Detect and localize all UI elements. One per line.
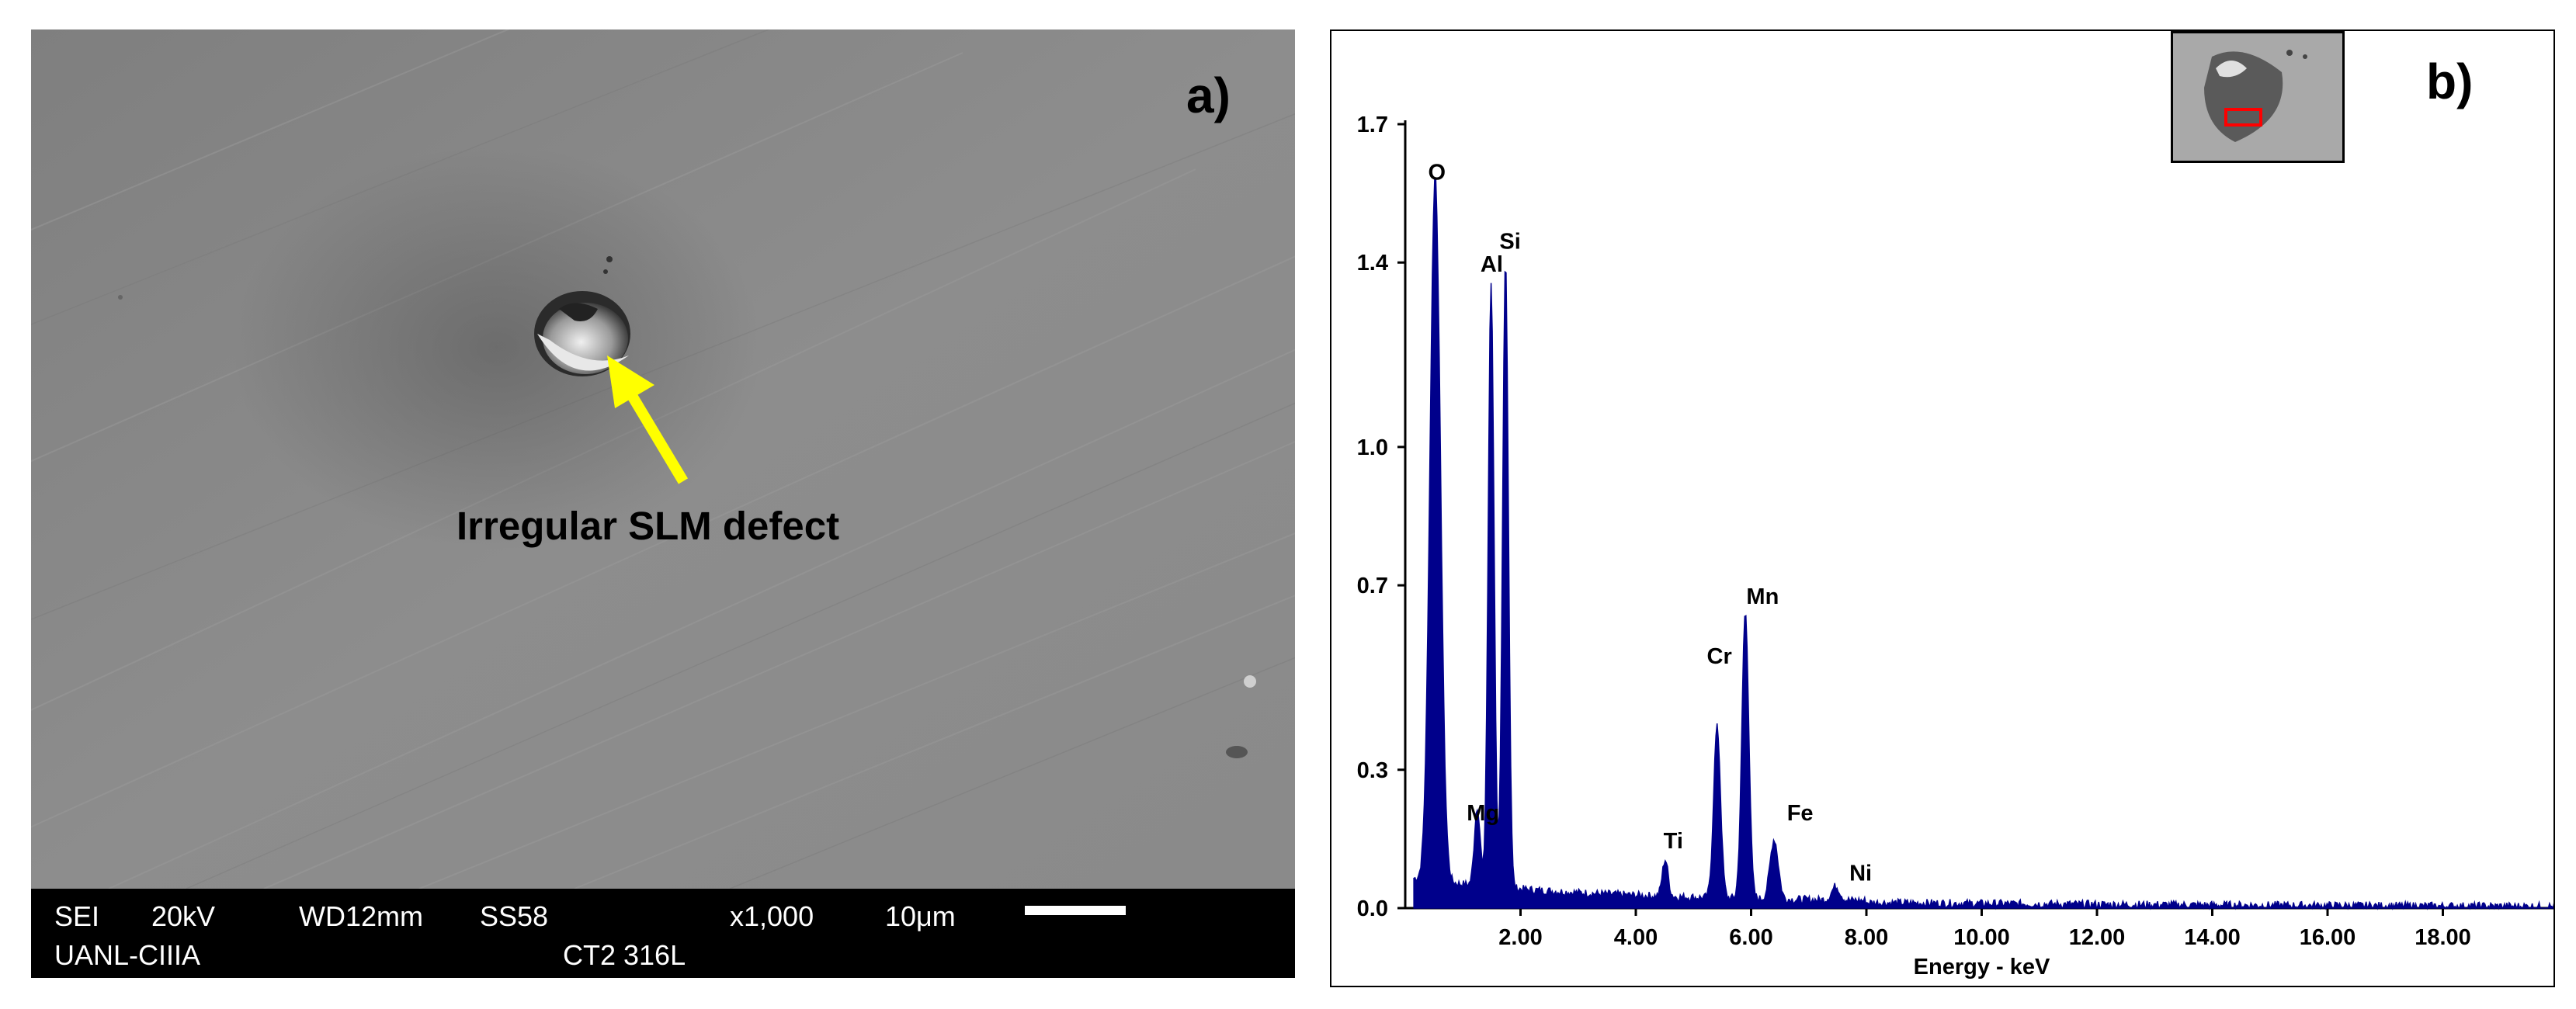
- defect-arrow: [607, 355, 689, 484]
- spectrum-trace: [1413, 178, 2553, 910]
- x-tick-label: 2.00: [1498, 925, 1542, 950]
- sem-micrograph-image: [31, 29, 1295, 889]
- peak-label-ti: Ti: [1664, 829, 1683, 854]
- scale-bar: [1025, 906, 1126, 915]
- peak-label-fe: Fe: [1787, 801, 1814, 826]
- eds-spectrum-chart: 0.0 0.3 0.7 1.0 1.4 1.7 2.00 4.00 6.00 8.00 10.00…: [1357, 113, 2553, 980]
- panel-a-label: a): [1186, 68, 1231, 123]
- scale-value: 10μm: [885, 900, 956, 932]
- peak-label-ni: Ni: [1849, 861, 1872, 886]
- x-tick-label: 12.00: [2069, 925, 2126, 950]
- accelerating-voltage: 20kV: [151, 900, 216, 932]
- sem-info-bar: SEI 20kV WD12mm SS58 x1,000 10μm UANL-CI…: [31, 889, 1295, 978]
- peak-label-mn: Mn: [1746, 584, 1779, 609]
- y-axis-ticks: 0.0 0.3 0.7 1.0 1.4 1.7: [1357, 113, 1405, 921]
- peak-label-si: Si: [1499, 229, 1520, 254]
- selection-box: [2224, 108, 2262, 127]
- institution: UANL-CIIIA: [54, 939, 201, 971]
- x-tick-label: 6.00: [1729, 925, 1772, 950]
- y-tick-label: 0.3: [1357, 758, 1388, 783]
- y-tick-label: 1.7: [1357, 113, 1388, 137]
- y-tick-label: 1.0: [1357, 435, 1388, 460]
- y-tick-label: 0.0: [1357, 896, 1388, 921]
- defect-annotation: Irregular SLM defect: [457, 504, 840, 548]
- analysis-region-inset: [2171, 31, 2345, 163]
- y-tick-label: 0.7: [1357, 574, 1388, 598]
- peak-label-cr: Cr: [1707, 644, 1732, 669]
- x-axis-ticks: 2.00 4.00 6.00 8.00 10.00 12.00 14.00 16.00 18.0…: [1498, 908, 2471, 950]
- y-tick-label: 1.4: [1357, 251, 1388, 276]
- x-axis-title: Energy - keV: [1914, 955, 2050, 980]
- x-tick-label: 8.00: [1845, 925, 1888, 950]
- x-tick-label: 4.00: [1614, 925, 1658, 950]
- sample-name: CT2 316L: [563, 939, 686, 971]
- x-tick-label: 14.00: [2184, 925, 2241, 950]
- peak-label-mg: Mg: [1467, 801, 1499, 826]
- working-distance: WD12mm: [299, 900, 423, 932]
- spot-size: SS58: [480, 900, 549, 932]
- peak-label-o: O: [1429, 160, 1446, 185]
- panel-b-label: b): [2426, 54, 2474, 109]
- peak-label-al: Al: [1481, 252, 1503, 277]
- x-tick-label: 10.00: [1953, 925, 2010, 950]
- magnification: x1,000: [730, 900, 814, 932]
- imaging-mode: SEI: [54, 900, 100, 932]
- eds-spectrum-panel: 0.0 0.3 0.7 1.0 1.4 1.7 2.00 4.00 6.00 8.00 10.00…: [1330, 29, 2555, 987]
- sem-micrograph-panel: Irregular SLM defect a) SEI 20kV WD12mm …: [31, 29, 1295, 978]
- chart-axes: [1404, 120, 2553, 910]
- x-tick-label: 16.00: [2300, 925, 2356, 950]
- x-tick-label: 18.00: [2415, 925, 2471, 950]
- defect-pore: [534, 291, 630, 376]
